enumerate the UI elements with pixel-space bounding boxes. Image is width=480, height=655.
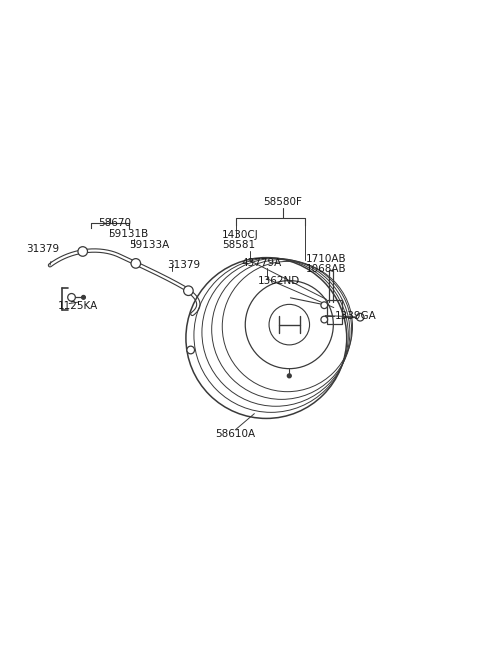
Text: 58580F: 58580F — [264, 197, 302, 207]
Circle shape — [184, 286, 193, 295]
Circle shape — [68, 293, 75, 301]
Text: 1339GA: 1339GA — [335, 310, 376, 320]
Text: 31379: 31379 — [167, 260, 200, 271]
Circle shape — [187, 346, 194, 354]
Text: 59131B: 59131B — [108, 229, 149, 239]
Text: 59133A: 59133A — [129, 240, 169, 250]
Text: 1068AB: 1068AB — [306, 264, 347, 274]
Text: 1710AB: 1710AB — [306, 254, 347, 264]
Circle shape — [82, 295, 85, 299]
Text: 58610A: 58610A — [215, 429, 255, 439]
Text: 58670: 58670 — [98, 218, 131, 228]
Circle shape — [321, 302, 328, 309]
Text: 58581: 58581 — [222, 240, 255, 250]
Text: 31379: 31379 — [26, 244, 60, 255]
Circle shape — [288, 374, 291, 378]
Text: 43779A: 43779A — [242, 258, 282, 268]
Circle shape — [356, 313, 364, 321]
Text: 1430CJ: 1430CJ — [222, 230, 259, 240]
Circle shape — [78, 247, 87, 256]
Circle shape — [131, 259, 141, 268]
Text: 1125KA: 1125KA — [58, 301, 98, 311]
Text: 1362ND: 1362ND — [258, 276, 300, 286]
Circle shape — [321, 316, 328, 323]
